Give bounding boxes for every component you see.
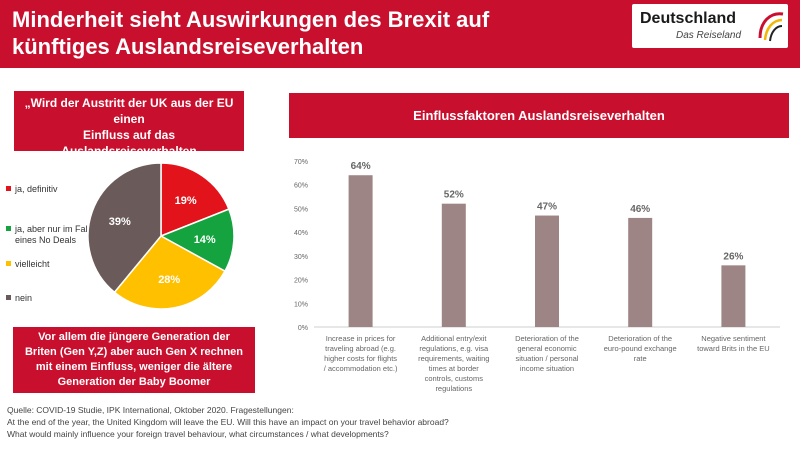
y-tick-label-1: 10% [294,301,308,308]
bar-value-label-1: 52% [444,190,464,201]
y-tick-label-6: 60% [294,183,308,190]
bar-2 [535,215,559,327]
pie-value-label-0: 19% [175,195,197,207]
bar-value-label-2: 47% [537,202,557,213]
insight-line-3: mit einem Einfluss, weniger die ältere [35,361,233,373]
question-line-1: „Wird der Austritt der UK aus der EU ein… [24,96,234,126]
header-banner: Minderheit sieht Auswirkungen des Brexit… [0,0,800,68]
bar-value-label-3: 46% [630,204,650,215]
source-note: Quelle: COVID-19 Studie, IPK Internation… [7,404,797,440]
pie-slice-2 [113,235,226,310]
bar-value-label-4: 26% [723,251,743,262]
legend-label-vielleicht: vielleicht [15,259,50,269]
insight-line-2: Briten (Gen Y,Z) aber auch Gen X rechnen [24,346,244,358]
insight-line-4: Generation der Baby Boomer [57,376,211,388]
legend-label-nein: nein [15,293,33,303]
x-category-label-4: Negative sentiment toward Brits in the EU [697,334,770,353]
insight-line-1: Vor allem die jüngere Generation der [38,331,230,343]
question-line-2: Einfluss auf das Auslandsreiseverhalten [61,128,197,158]
y-tick-label-2: 20% [294,278,308,285]
logo-name: Deutschland [640,10,737,27]
legend-label-no-deal: ja, aber nur im Falle eines No Deals [15,224,95,245]
pie-value-label-2: 28% [158,274,180,286]
y-tick-label-5: 50% [294,206,308,213]
x-category-label-3: Deterioration of the euro-pound exchange r… [604,334,677,363]
page-title-line-2: künftiges Auslandsreiseverhalten [12,34,364,59]
y-tick-label-7: 70% [294,159,308,166]
survey-question-box: „Wird der Austritt der UK aus der EU ein… [14,91,244,174]
legend-swatch-ja-definitiv [6,186,11,191]
y-tick-label-0: 0% [298,325,308,332]
bar-chart-title: Einflussfaktoren Auslandsreiseverhalten [289,93,789,138]
source-line-3: What would mainly influence your foreign… [7,429,389,439]
source-line-1: Quelle: COVID-19 Studie, IPK Internation… [7,405,294,415]
bar-1 [441,203,466,327]
insight-box: Vor allem die jüngere Generation der Bri… [13,327,255,393]
legend-swatch-no-deal [6,226,11,231]
x-category-label-1: Additional entry/exit regulations, e.g. v… [418,334,489,393]
bar-3 [628,217,653,327]
logo-subtitle: Das Reiseland [676,30,742,41]
pie-slice-1 [159,208,235,273]
y-tick-label-4: 40% [294,230,308,237]
deutschland-logo: Deutschland Das Reiseland [632,4,788,48]
pie-value-label-1: 14% [194,234,216,246]
legend-swatch-nein [6,295,11,300]
bar-chart: 0% 10% 20% 30% 40% 50% 60% 70% 64% Increase in pr… [294,159,780,393]
bar-value-label-0: 64% [351,161,371,172]
legend-label-ja-definitiv: ja, definitiv [15,184,58,194]
page-title: Minderheit sieht Auswirkungen des Brexit… [12,6,612,60]
pie-value-label-3: 39% [109,216,131,228]
pie-slice-3 [87,162,162,294]
logo-swoosh-icon [758,12,784,42]
bar-4 [721,265,746,327]
y-tick-label-3: 30% [294,254,308,261]
pie-slice-0 [160,162,230,238]
x-category-label-0: Increase in prices for traveling abroad (… [324,334,398,373]
legend-swatch-vielleicht [6,261,11,266]
x-category-label-2: Deterioration of the general economic situ… [515,334,579,373]
page-title-line-1: Minderheit sieht Auswirkungen des Brexit… [12,7,490,32]
pie-chart: 19% 14% 28% 39% [87,162,235,310]
bar-0 [348,175,373,327]
source-line-2: At the end of the year, the United Kingd… [7,417,449,427]
